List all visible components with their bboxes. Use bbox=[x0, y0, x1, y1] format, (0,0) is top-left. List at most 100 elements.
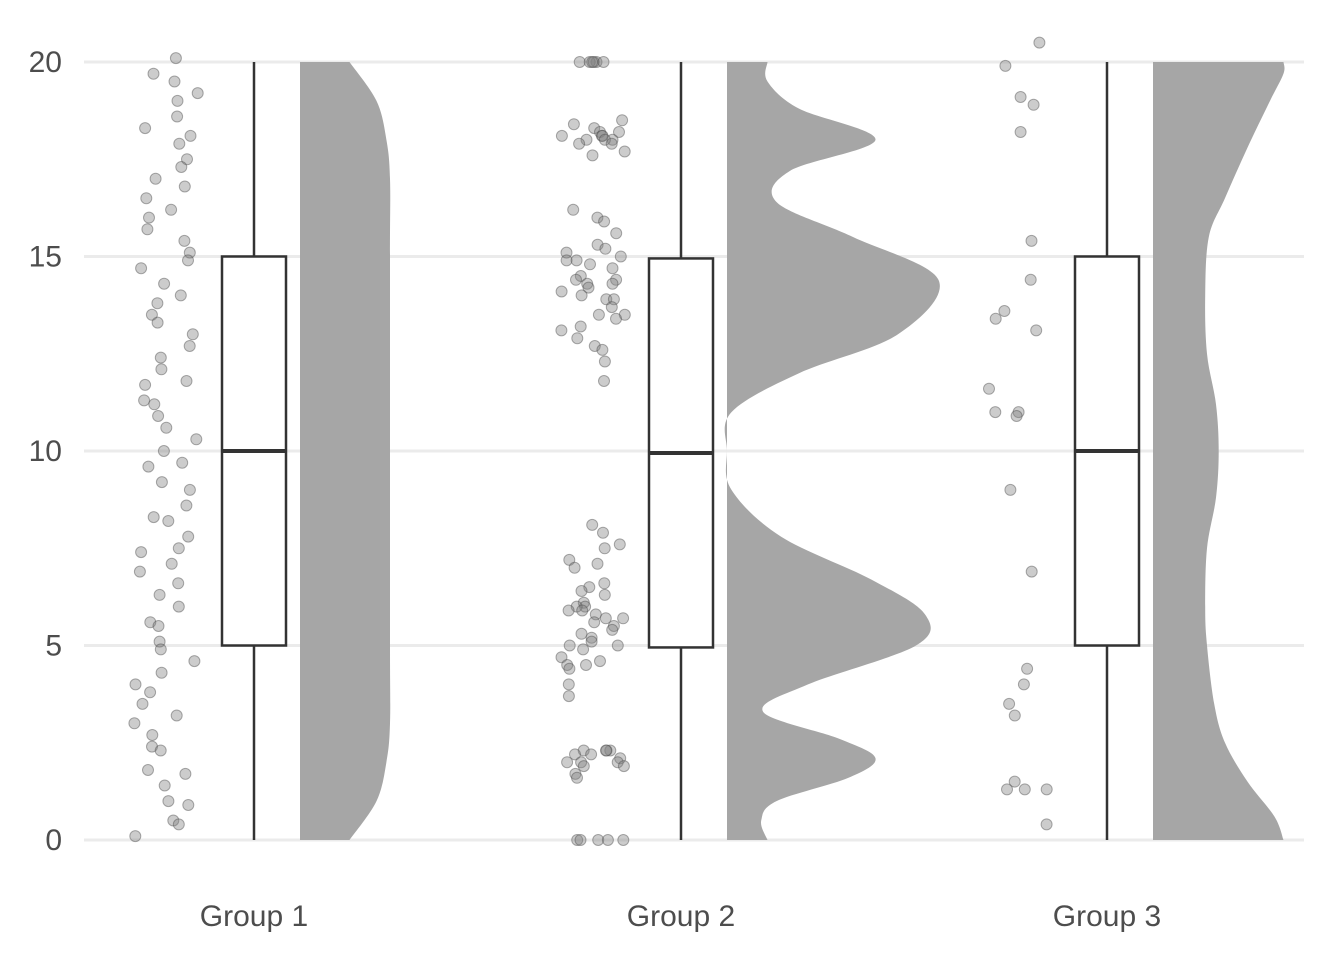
data-point bbox=[1012, 406, 1025, 419]
data-point bbox=[171, 110, 184, 123]
data-point bbox=[607, 293, 620, 306]
data-point bbox=[598, 577, 611, 590]
data-point bbox=[586, 518, 599, 531]
data-point bbox=[157, 445, 170, 457]
x-category-label: Group 1 bbox=[200, 900, 308, 933]
data-point bbox=[575, 627, 588, 640]
data-point bbox=[190, 433, 203, 446]
data-point bbox=[167, 814, 180, 827]
data-point bbox=[139, 378, 152, 391]
data-point bbox=[184, 129, 197, 142]
data-point bbox=[1001, 783, 1013, 796]
y-tick-label: 20 bbox=[29, 46, 62, 79]
data-point bbox=[571, 771, 583, 784]
data-point bbox=[597, 526, 609, 539]
data-point bbox=[139, 122, 152, 135]
data-point bbox=[144, 616, 157, 629]
data-point bbox=[1033, 36, 1046, 49]
data-point bbox=[560, 246, 573, 259]
data-point bbox=[160, 421, 173, 434]
data-point bbox=[563, 639, 576, 652]
data-point bbox=[588, 616, 601, 629]
data-point bbox=[577, 760, 590, 773]
data-point bbox=[146, 729, 159, 741]
data-point bbox=[169, 52, 182, 65]
data-point bbox=[614, 250, 627, 263]
data-point bbox=[582, 281, 595, 294]
data-point bbox=[154, 643, 167, 656]
data-point bbox=[141, 223, 154, 236]
data-point bbox=[182, 254, 194, 267]
data-point bbox=[1008, 775, 1021, 788]
data-point bbox=[152, 620, 165, 632]
data-point bbox=[571, 332, 584, 345]
data-point bbox=[165, 203, 178, 216]
data-point bbox=[573, 56, 586, 68]
data-point bbox=[144, 686, 157, 699]
data-point bbox=[585, 635, 598, 648]
data-point bbox=[149, 172, 162, 185]
data-point bbox=[610, 227, 623, 240]
data-point bbox=[172, 818, 185, 831]
data-point bbox=[153, 588, 166, 601]
data-point bbox=[561, 756, 574, 769]
data-point bbox=[561, 659, 574, 671]
data-point bbox=[618, 308, 631, 321]
data-point bbox=[158, 277, 171, 290]
data-point bbox=[176, 456, 189, 469]
data-point bbox=[588, 122, 601, 135]
y-tick-label: 5 bbox=[45, 630, 62, 663]
group-2 bbox=[555, 56, 940, 846]
data-point bbox=[600, 744, 612, 757]
data-point bbox=[575, 756, 588, 769]
data-point bbox=[606, 277, 619, 290]
data-point bbox=[171, 94, 184, 107]
data-point bbox=[604, 744, 617, 757]
data-point bbox=[158, 779, 171, 792]
data-point bbox=[562, 604, 575, 617]
data-point bbox=[182, 799, 195, 811]
data-point bbox=[1024, 273, 1037, 286]
data-point bbox=[165, 557, 178, 570]
data-point bbox=[181, 153, 193, 166]
groups bbox=[128, 36, 1285, 846]
violin-density bbox=[1153, 62, 1285, 840]
data-point bbox=[147, 67, 160, 80]
data-point bbox=[613, 538, 626, 551]
data-point bbox=[570, 600, 583, 613]
data-point bbox=[596, 129, 609, 142]
data-point bbox=[606, 262, 619, 275]
data-point bbox=[610, 312, 622, 325]
data-point bbox=[188, 655, 201, 668]
data-point bbox=[145, 308, 158, 321]
data-point bbox=[591, 557, 604, 570]
data-point bbox=[574, 270, 587, 282]
data-point bbox=[616, 114, 629, 127]
data-point bbox=[183, 483, 196, 496]
data-point bbox=[598, 215, 611, 228]
data-point bbox=[153, 635, 166, 648]
data-point bbox=[140, 192, 153, 205]
data-point bbox=[172, 600, 185, 613]
data-point bbox=[567, 118, 580, 131]
x-axis-category-labels: Group 1 Group 2 Group 3 bbox=[200, 900, 1161, 933]
data-point bbox=[592, 834, 605, 846]
data-point bbox=[143, 211, 155, 224]
data-point bbox=[575, 585, 588, 597]
data-point bbox=[1021, 662, 1034, 675]
data-point bbox=[574, 834, 587, 846]
data-point bbox=[1040, 818, 1053, 831]
data-point bbox=[567, 203, 580, 216]
data-point bbox=[617, 612, 630, 625]
data-point bbox=[128, 717, 141, 730]
data-point bbox=[597, 56, 610, 68]
data-point bbox=[555, 129, 568, 142]
data-point bbox=[989, 312, 1002, 325]
data-point bbox=[162, 795, 175, 808]
data-point bbox=[1030, 324, 1043, 337]
data-point bbox=[1003, 697, 1016, 710]
data-point bbox=[573, 137, 586, 150]
data-point bbox=[590, 56, 603, 68]
data-point bbox=[583, 56, 596, 68]
